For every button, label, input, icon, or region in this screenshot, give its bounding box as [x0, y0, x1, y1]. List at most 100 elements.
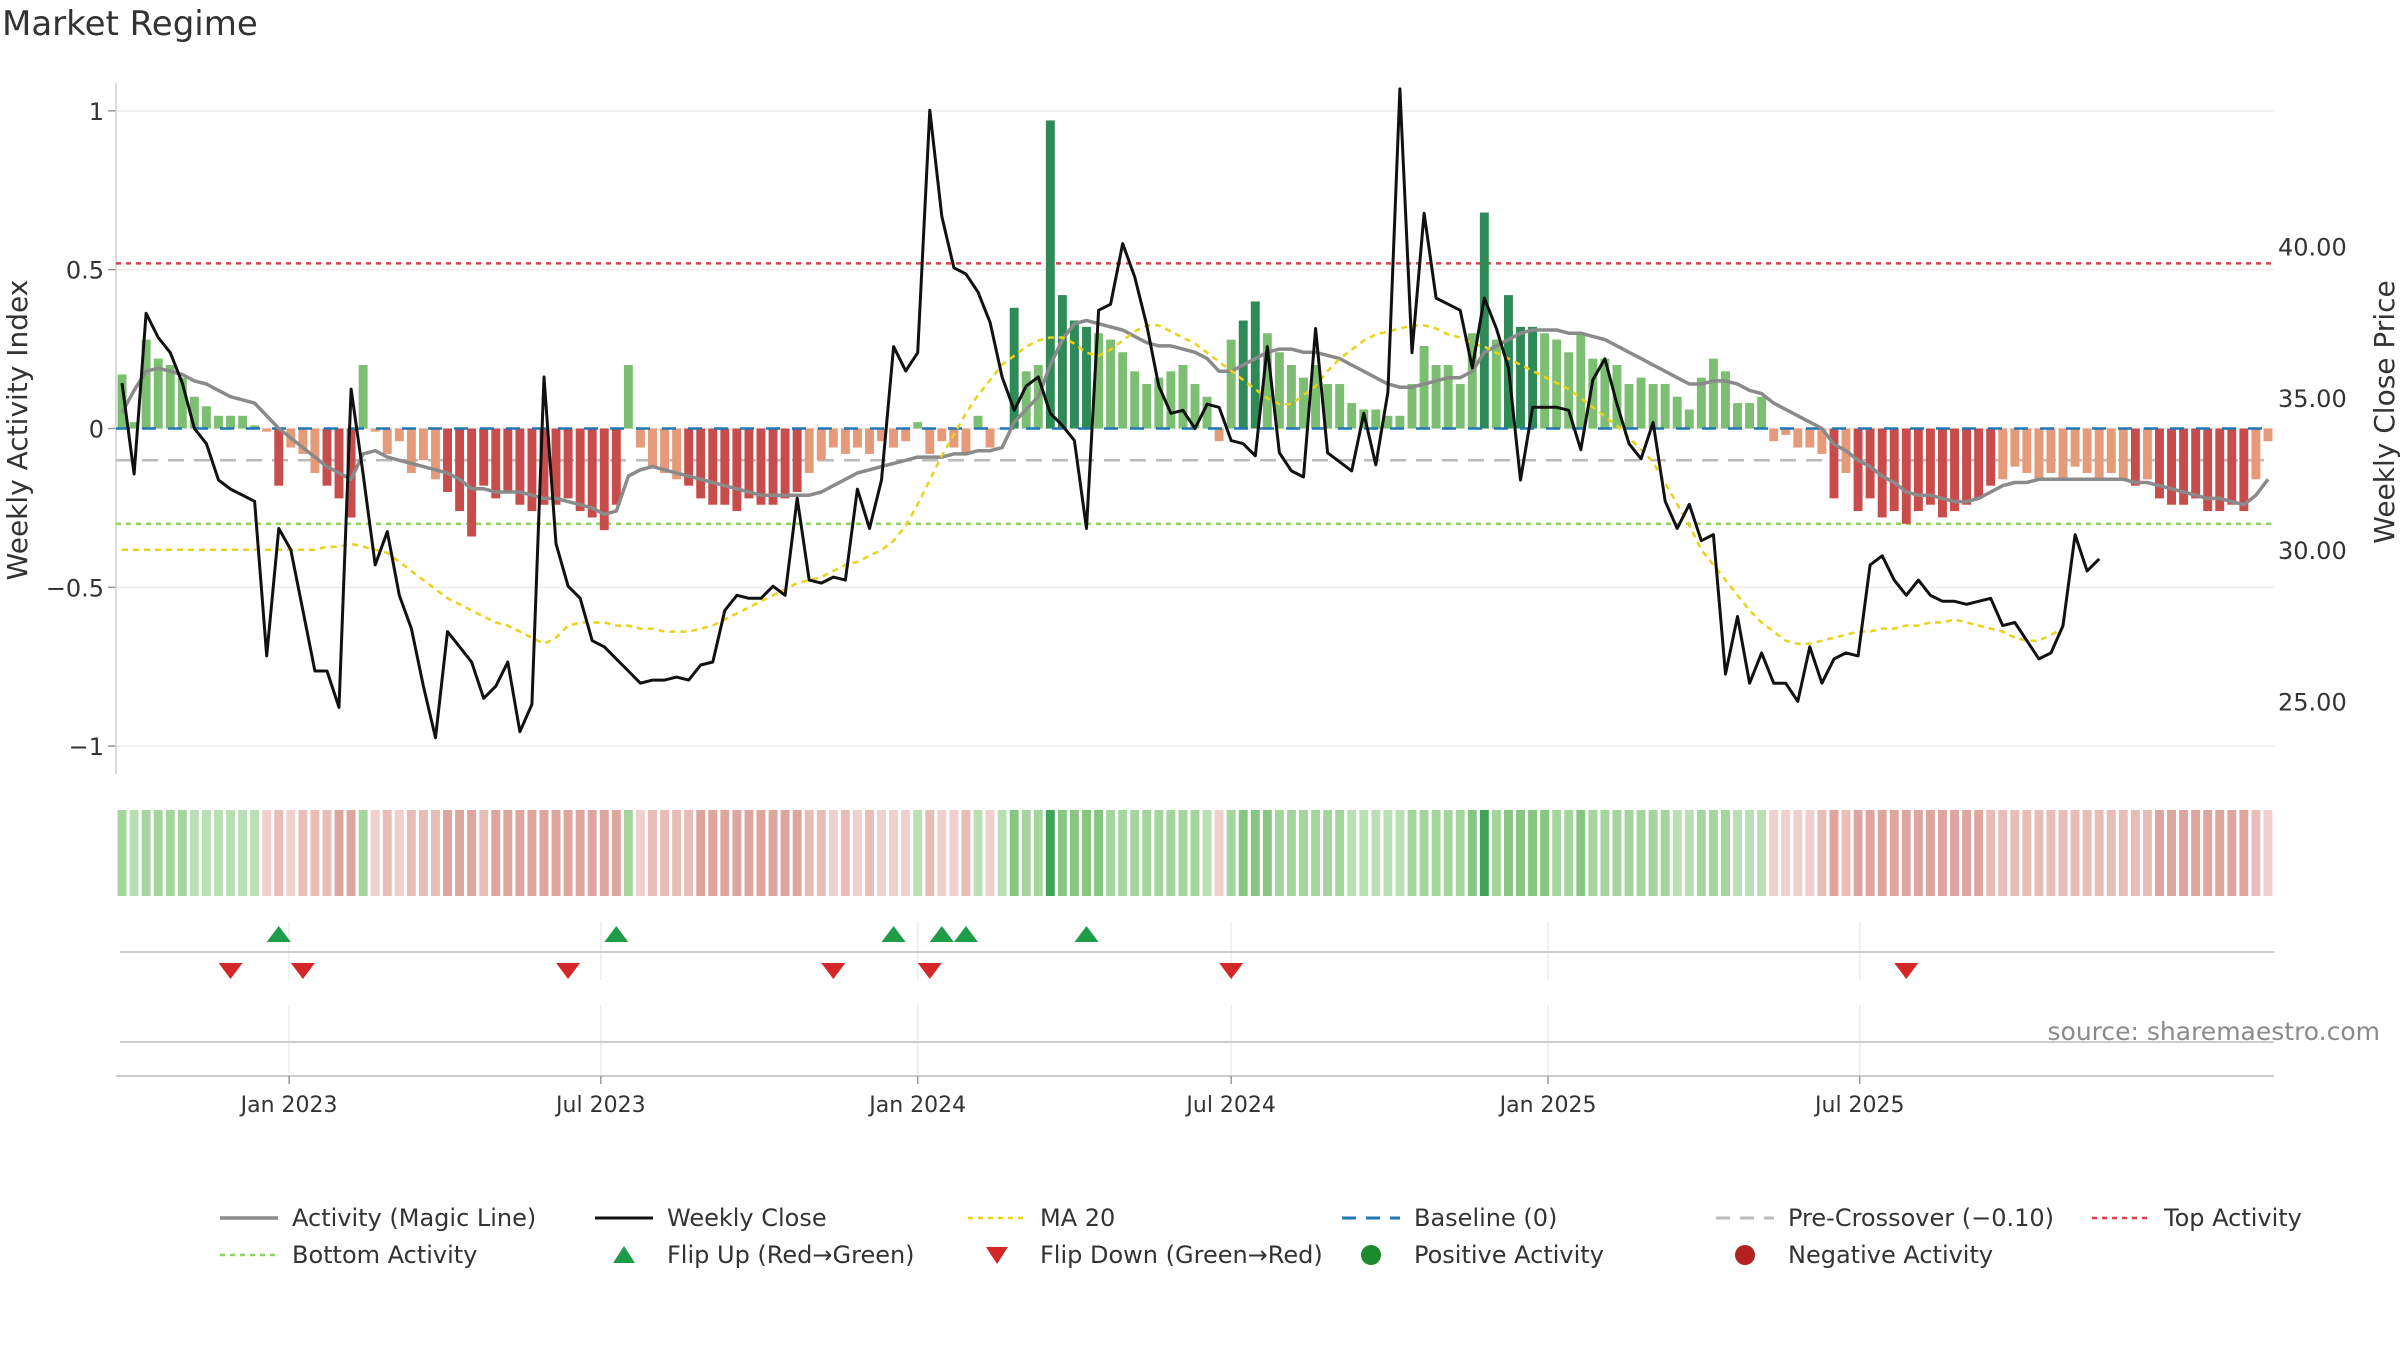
activity-bar — [2203, 428, 2213, 512]
regime-cell — [949, 810, 959, 896]
regime-cell — [527, 810, 537, 896]
activity-bar — [2058, 428, 2068, 480]
regime-cell — [2251, 810, 2261, 896]
regime-cell — [1323, 810, 1333, 896]
activity-bar — [527, 428, 537, 512]
activity-bar — [1998, 428, 2008, 480]
regime-cell — [2094, 810, 2104, 896]
regime-cell — [177, 810, 187, 896]
regime-cell — [889, 810, 899, 896]
regime-cell — [467, 810, 477, 896]
activity-bar — [1455, 384, 1465, 429]
flip-up-marker — [929, 926, 954, 942]
regime-cell — [1491, 810, 1501, 896]
flip-up-marker — [953, 926, 978, 942]
regime-cell — [141, 810, 151, 896]
regime-cell — [840, 810, 850, 896]
activity-bar — [1612, 364, 1622, 429]
legend-flip-down-icon — [986, 1247, 1008, 1264]
regime-cell — [1720, 810, 1730, 896]
legend-item: Negative Activity — [1735, 1241, 1993, 1269]
regime-cell — [599, 810, 609, 896]
regime-cell — [1684, 810, 1694, 896]
activity-bar — [1178, 364, 1188, 429]
activity-bar — [1877, 428, 1887, 518]
activity-bar — [1142, 384, 1152, 429]
regime-cell — [1696, 810, 1706, 896]
regime-cell — [2155, 810, 2164, 896]
activity-bar — [117, 374, 127, 429]
regime-cell — [587, 810, 597, 896]
y-right-axis-title: Weekly Close Price — [2368, 280, 2400, 543]
x-tick-label: Jul 2025 — [1813, 1093, 1905, 1118]
activity-bar — [358, 364, 368, 429]
regime-cell — [1950, 810, 1959, 896]
regime-cell — [937, 810, 947, 896]
regime-cell — [455, 810, 465, 896]
regime-cell — [1745, 810, 1755, 896]
regime-cell — [1069, 810, 1079, 896]
activity-bar — [2263, 428, 2273, 442]
activity-bar — [177, 377, 187, 429]
activity-bar — [1925, 428, 1935, 505]
activity-bar — [1311, 364, 1321, 429]
regime-cell — [539, 810, 549, 896]
regime-cell — [768, 810, 778, 896]
activity-bar — [684, 428, 694, 486]
regime-cell — [322, 810, 332, 896]
flip-down-marker — [917, 963, 942, 979]
activity-bar — [1901, 428, 1911, 524]
regime-cell — [792, 810, 802, 896]
legend-item: Activity (Magic Line) — [220, 1204, 536, 1232]
regime-cell — [1998, 810, 2008, 896]
activity-bar — [370, 428, 380, 432]
regime-cell — [2010, 810, 2020, 896]
page-title: Market Regime — [2, 4, 258, 44]
regime-cell — [1793, 810, 1803, 896]
activity-bar — [949, 428, 959, 448]
activity-bar — [2142, 428, 2152, 480]
activity-bar — [479, 428, 489, 486]
activity-bar — [660, 428, 670, 473]
activity-bar — [1962, 428, 1972, 505]
weekly-close-line — [120, 87, 2101, 740]
activity-bar — [503, 428, 513, 493]
regime-cell — [1962, 810, 1972, 896]
legend-label: MA 20 — [1040, 1204, 1115, 1232]
activity-bar — [780, 428, 790, 499]
activity-bar — [720, 428, 730, 505]
regime-cell — [418, 810, 428, 896]
regime-cell — [2082, 810, 2092, 896]
source-label: source: sharemaestro.com — [2048, 1017, 2381, 1046]
regime-cell — [2167, 810, 2176, 896]
activity-bar — [298, 428, 308, 454]
regime-cell — [551, 810, 561, 896]
legend-label: Weekly Close — [667, 1204, 827, 1232]
regime-cell — [1660, 810, 1670, 896]
activity-bar — [1757, 396, 1767, 429]
activity-bar — [515, 428, 525, 505]
regime-cell — [1383, 810, 1393, 896]
y-right-tick-label: 30.00 — [2278, 537, 2347, 565]
regime-cell — [1094, 810, 1104, 896]
regime-cell — [1757, 810, 1767, 896]
regime-cell — [2130, 810, 2140, 896]
regime-cell — [1817, 810, 1827, 896]
activity-bar — [913, 422, 923, 429]
activity-bar — [1636, 377, 1646, 429]
activity-bar — [2215, 428, 2225, 512]
activity-bar — [1371, 409, 1381, 429]
activity-bar — [431, 428, 440, 480]
regime-strip — [117, 810, 2273, 896]
y-left-tick-label: −1 — [69, 733, 104, 761]
activity-bar — [2191, 428, 2201, 499]
regime-cell — [358, 810, 368, 896]
activity-bar — [1576, 333, 1586, 429]
activity-bars — [117, 120, 2273, 537]
regime-cell — [623, 810, 633, 896]
y-left-tick-label: 1 — [89, 98, 104, 126]
regime-cell — [1455, 810, 1465, 896]
activity-bar — [1528, 326, 1538, 429]
regime-cell — [997, 810, 1007, 896]
regime-cell — [2046, 810, 2056, 896]
